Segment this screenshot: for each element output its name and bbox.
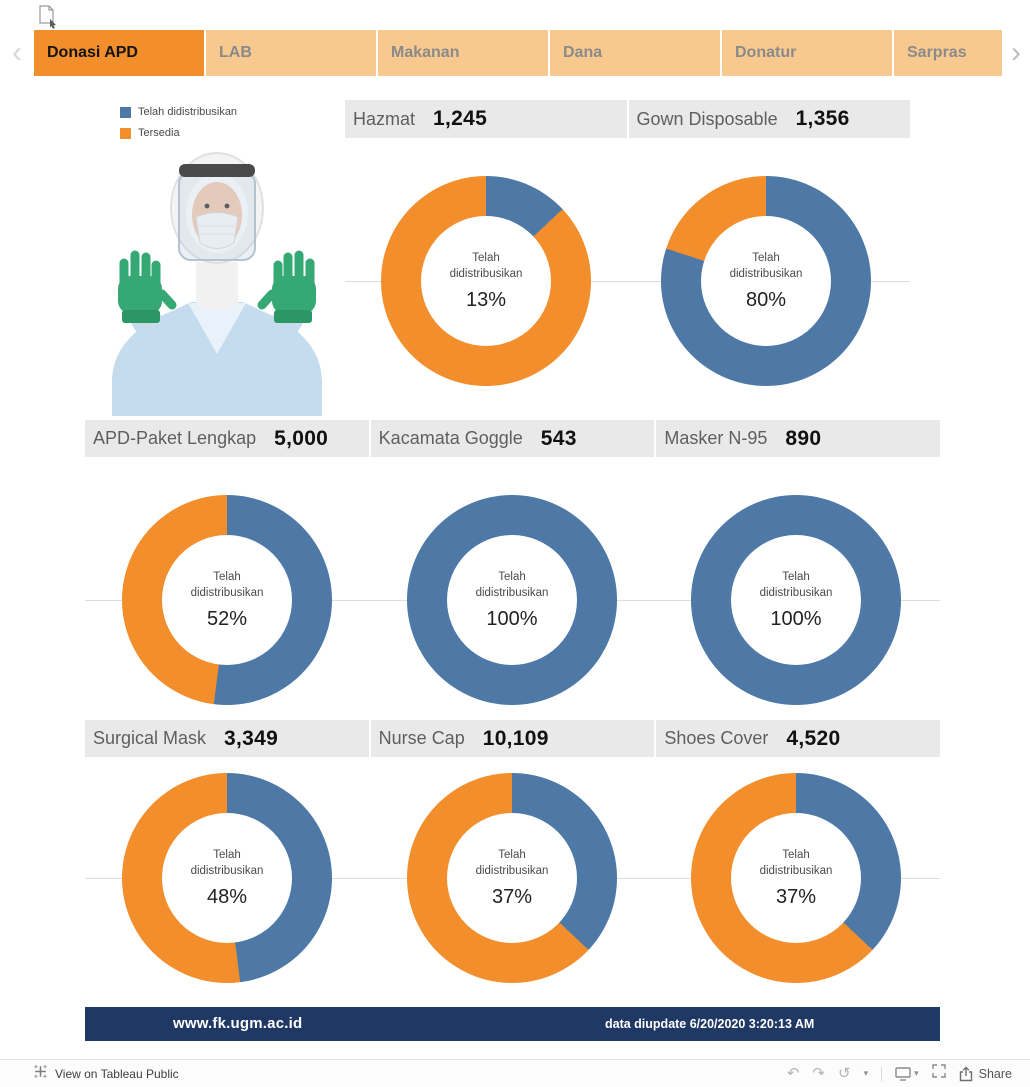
redo-icon[interactable]: ↷ [812, 1065, 825, 1082]
donut-percentage: 100% [486, 608, 538, 631]
donut-center-label: Telah didistribusikan [759, 848, 833, 877]
metric-name: Gown Disposable [636, 108, 778, 129]
replay-caret-icon[interactable]: ▾ [863, 1068, 869, 1078]
donut-chart-apd-paket-lengkap[interactable]: Telah didistribusikan 52% [122, 495, 332, 705]
share-label: Share [978, 1066, 1012, 1081]
metric-name: Masker N-95 [664, 428, 768, 448]
metric-header-surgical-mask: Surgical Mask 3,349 [85, 720, 371, 757]
metric-header-row-1: Hazmat 1,245 Gown Disposable 1,356 [345, 100, 910, 138]
axis-line [345, 281, 910, 282]
metric-total: 5,000 [274, 426, 329, 450]
donut-percentage: 52% [206, 608, 248, 631]
donut-chart-kacamata-goggle[interactable]: Telah didistribusikan 100% [407, 495, 617, 705]
tab-makanan[interactable]: Makanan [378, 30, 548, 76]
data-updated-label: data diupdate 6/20/2020 3:20:13 AM [605, 1017, 815, 1031]
website-label: www.fk.ugm.ac.id [173, 1015, 303, 1032]
tab-donasi-apd[interactable]: Donasi APD [34, 30, 204, 76]
donut-center-label: Telah didistribusikan [759, 570, 833, 599]
legend-swatch-blue [120, 106, 131, 118]
metric-name: Surgical Mask [93, 728, 207, 748]
toolbar-separator [881, 1066, 883, 1081]
tab-dana[interactable]: Dana [550, 30, 720, 76]
fullscreen-icon [931, 1064, 946, 1078]
replay-icon[interactable]: ↺ [838, 1065, 851, 1082]
donut-percentage: 37% [775, 886, 817, 909]
metric-name: Shoes Cover [664, 728, 769, 748]
metric-name: Nurse Cap [378, 728, 465, 748]
legend-label: Telah didistribusikan [138, 106, 238, 118]
device-caret-icon: ▾ [914, 1068, 919, 1078]
share-icon [959, 1065, 972, 1081]
donut-chart-nurse-cap[interactable]: Telah didistribusikan 37% [407, 773, 617, 983]
view-on-tableau-public-label: View on Tableau Public [55, 1066, 179, 1081]
monitor-icon [895, 1066, 911, 1081]
donut-chart-gown-disposable[interactable]: Telah didistribusikan 80% [661, 176, 871, 386]
metric-name: APD-Paket Lengkap [93, 428, 257, 448]
donut-percentage: 80% [745, 289, 787, 312]
ppe-person-illustration [88, 142, 346, 416]
metric-total: 890 [785, 426, 822, 450]
donut-chart-shoes-cover[interactable]: Telah didistribusikan 37% [691, 773, 901, 983]
donut-chart-masker-n95[interactable]: Telah didistribusikan 100% [691, 495, 901, 705]
legend-item-available: Tersedia [120, 127, 237, 139]
donut-center-label: Telah didistribusikan [475, 848, 549, 877]
metric-name: Hazmat [353, 108, 416, 129]
next-tabs-icon[interactable]: › [1011, 36, 1021, 69]
workbook-icon [38, 5, 58, 29]
device-layout-button[interactable]: ▾ [895, 1066, 919, 1081]
metric-total: 1,245 [433, 107, 488, 130]
tab-donatur[interactable]: Donatur [722, 30, 892, 76]
donut-center-label: Telah didistribusikan [475, 570, 549, 599]
fullscreen-button[interactable] [931, 1064, 946, 1083]
metric-total: 3,349 [224, 726, 279, 750]
metric-total: 4,520 [786, 726, 841, 750]
tableau-toolbar: View on Tableau Public ↶ ↷ ↺ ▾ ▾ [0, 1059, 1030, 1087]
donut-chart-hazmat[interactable]: Telah didistribusikan 13% [381, 176, 591, 386]
toolbar-actions: ↶ ↷ ↺ ▾ ▾ [787, 1064, 1012, 1083]
view-on-tableau-public-link[interactable]: View on Tableau Public [33, 1064, 179, 1084]
metric-total: 1,356 [795, 107, 850, 130]
metric-total: 10,109 [482, 726, 549, 750]
undo-icon[interactable]: ↶ [786, 1065, 800, 1082]
donut-percentage: 13% [465, 289, 507, 312]
donut-center-label: Telah didistribusikan [190, 848, 264, 877]
metric-header-gown-disposable: Gown Disposable 1,356 [629, 100, 911, 138]
donut-center-label: Telah didistribusikan [449, 251, 523, 280]
metric-header-masker-n95: Masker N-95 890 [656, 420, 940, 457]
prev-tabs-icon[interactable]: ‹ [12, 36, 22, 69]
metric-header-kacamata-goggle: Kacamata Goggle 543 [371, 420, 657, 457]
legend-item-distributed: Telah didistribusikan [120, 106, 237, 118]
sheet-tab-bar: ‹ Donasi APD LAB Makanan Dana Donatur Sa… [0, 30, 1030, 76]
metric-header-row-2: APD-Paket Lengkap 5,000 Kacamata Goggle … [85, 420, 940, 457]
legend-label: Tersedia [138, 127, 180, 139]
donut-percentage: 100% [770, 608, 822, 631]
metric-header-apd-paket-lengkap: APD-Paket Lengkap 5,000 [85, 420, 371, 457]
donut-center-label: Telah didistribusikan [729, 251, 803, 280]
metric-total: 543 [540, 426, 577, 450]
metric-header-nurse-cap: Nurse Cap 10,109 [371, 720, 657, 757]
metric-header-hazmat: Hazmat 1,245 [345, 100, 629, 138]
info-bar: www.fk.ugm.ac.id data diupdate 6/20/2020… [85, 1007, 940, 1041]
tableau-logo-icon [33, 1064, 48, 1084]
donut-percentage: 37% [491, 886, 533, 909]
metric-name: Kacamata Goggle [378, 428, 523, 448]
legend-swatch-orange [120, 127, 131, 139]
metric-header-shoes-cover: Shoes Cover 4,520 [656, 720, 940, 757]
chart-legend: Telah didistribusikan Tersedia [120, 106, 237, 148]
metric-header-row-3: Surgical Mask 3,349 Nurse Cap 10,109 Sho… [85, 720, 940, 757]
donut-chart-surgical-mask[interactable]: Telah didistribusikan 48% [122, 773, 332, 983]
tab-sarpras[interactable]: Sarpras [894, 30, 1002, 76]
tab-lab[interactable]: LAB [206, 30, 376, 76]
share-button[interactable]: Share [959, 1065, 1012, 1082]
donut-percentage: 48% [206, 886, 248, 909]
donut-center-label: Telah didistribusikan [190, 570, 264, 599]
